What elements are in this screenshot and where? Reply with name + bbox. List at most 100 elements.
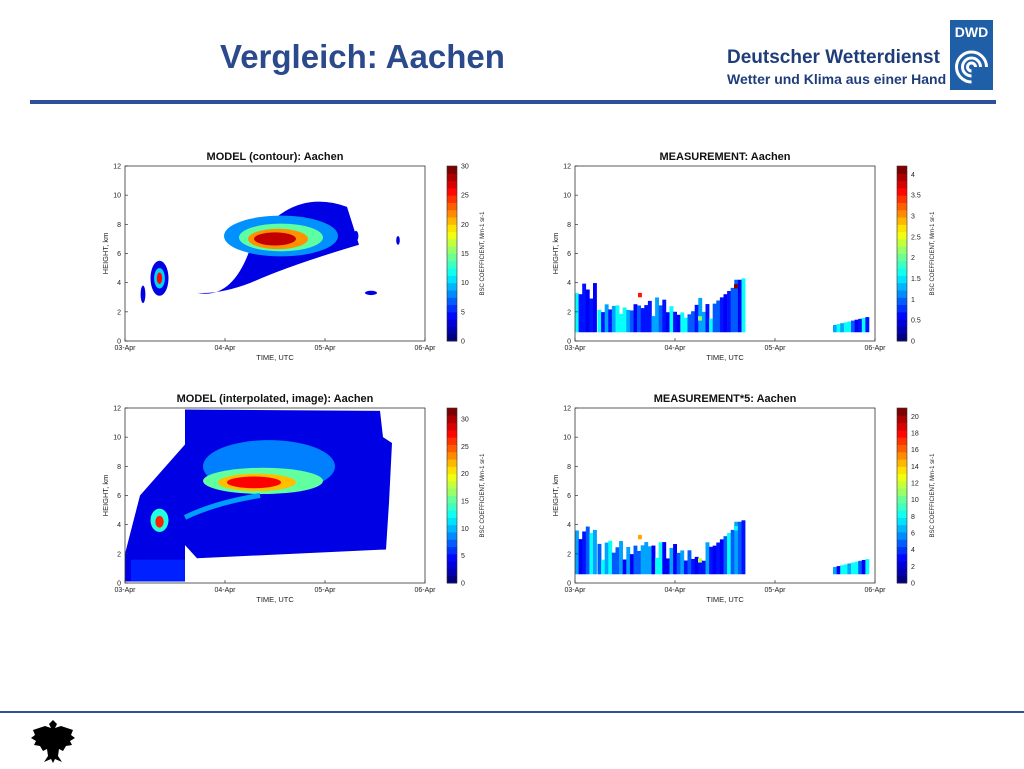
chart-model-contour: MODEL (contour): Aachen 0 2 4 6 8 10 12 03-Apr 04… [100, 148, 500, 373]
image-area [155, 515, 164, 528]
measurement-column [589, 298, 594, 333]
colorbar-segment [447, 224, 457, 233]
colorbar-segment [897, 575, 907, 584]
measurement-column [655, 297, 659, 333]
measurement-column [637, 305, 641, 333]
contour-area [365, 290, 377, 296]
colorbar-tick-label: 1 [911, 297, 915, 304]
colorbar-segment [897, 231, 907, 240]
y-tick-label: 2 [117, 309, 121, 316]
colorbar-segment [447, 268, 457, 276]
x-tick-label: 06-Apr [414, 345, 436, 352]
y-tick-label: 0 [117, 581, 121, 588]
colorbar-tick-label: 5 [461, 309, 465, 316]
x-tick-label: 04-Apr [664, 587, 686, 594]
x-tick-label: 05-Apr [314, 345, 336, 352]
chart-svg-0: MODEL (contour): Aachen 0 2 4 6 8 10 12 03-Apr 04… [101, 151, 486, 362]
colorbar-segment [447, 488, 457, 496]
measurement-column [593, 283, 597, 333]
colorbar-label: BSC COEFFICIENT, Mm-1 sr-1 [480, 453, 486, 538]
colorbar-segment [447, 173, 457, 182]
colorbar-segment [447, 510, 457, 518]
colorbar-segment [447, 333, 457, 342]
colorbar-segment [447, 275, 457, 284]
chart-measurement: MEASUREMENT: Aachen 0 2 4 6 8 10 12 03-Apr 04-Apr… [550, 148, 950, 373]
measurement-column [604, 542, 609, 575]
colorbar-segment [447, 246, 457, 254]
colorbar-segment [447, 180, 457, 189]
colorbar-segment [897, 238, 907, 247]
measurement-column [719, 297, 724, 333]
colorbar-segment [897, 422, 907, 431]
colorbar-segment [897, 480, 907, 489]
colorbar-label: BSC COEFFICIENT, Mm-1 sr-1 [480, 211, 486, 296]
measurement-column [858, 560, 863, 575]
colorbar-tick-label: 25 [461, 193, 469, 200]
colorbar-segment [897, 488, 907, 496]
measurement-column [705, 542, 710, 575]
colorbar-segment [897, 209, 907, 218]
measurement-column [608, 540, 613, 575]
colorbar-segment [447, 319, 457, 327]
colorbar-segment [897, 260, 907, 269]
y-tick-label: 8 [567, 464, 571, 471]
colorbar-segment [447, 297, 457, 306]
brand-slogan: Wetter und Klima aus einer Hand [727, 71, 947, 87]
colorbar-segment [897, 246, 907, 254]
colorbar-segment [447, 289, 457, 298]
colorbar-tick-label: 10 [911, 497, 919, 504]
colorbar-segment [447, 209, 457, 218]
measurement-column [644, 542, 649, 575]
measurement-column [734, 521, 739, 575]
colorbar-segment [897, 510, 907, 518]
measurement-column [665, 312, 670, 333]
colorbar-segment [447, 304, 457, 313]
colorbar-segment [897, 173, 907, 182]
colorbar-segment [897, 531, 907, 540]
measurement-column [683, 560, 688, 575]
y-tick-label: 10 [113, 193, 121, 200]
measurement-column [669, 547, 674, 575]
measurement-column [673, 311, 677, 333]
measurement-column [676, 314, 681, 333]
y-tick-label: 4 [117, 522, 121, 529]
measurement-column [640, 545, 645, 575]
measurement-column [662, 299, 667, 333]
colorbar-tick-label: 0 [911, 339, 915, 346]
y-axis-label: HEIGHT, km [551, 233, 560, 275]
colorbar-segment [447, 415, 457, 424]
measurement-column [709, 318, 713, 333]
y-tick-label: 0 [567, 339, 571, 346]
colorbar-segment [897, 202, 907, 211]
colorbar-segment [897, 195, 907, 203]
colorbar-label: BSC COEFFICIENT, Mm-1 sr-1 [930, 211, 936, 296]
header-rule [30, 100, 996, 104]
colorbar-segment [897, 319, 907, 327]
y-axis-label: HEIGHT, km [101, 233, 110, 275]
measurement-column [619, 541, 623, 575]
colorbar-tick-label: 25 [461, 444, 469, 451]
colorbar-segment [897, 180, 907, 189]
measurement-column [629, 554, 634, 575]
colorbar-segment [447, 260, 457, 269]
measurement-column [687, 550, 692, 575]
measurement-column [638, 292, 642, 298]
measurement-column [608, 309, 613, 333]
measurement-column [662, 542, 667, 575]
measurement-column [723, 294, 728, 333]
colorbar-segment [447, 166, 457, 174]
colorbar-segment [447, 408, 457, 416]
image-area [131, 559, 185, 582]
dwd-logo-text: DWD [955, 24, 988, 40]
image-area [183, 493, 261, 520]
measurement-column [854, 561, 859, 575]
colorbar-segment [897, 311, 907, 320]
colorbar-segment [897, 437, 907, 445]
measurement-column [843, 564, 848, 575]
contour-area [254, 232, 296, 246]
measurement-column [833, 324, 837, 333]
measurement-column [601, 559, 605, 575]
y-tick-label: 4 [567, 280, 571, 287]
colorbar-segment [897, 268, 907, 276]
colorbar-segment [447, 238, 457, 247]
